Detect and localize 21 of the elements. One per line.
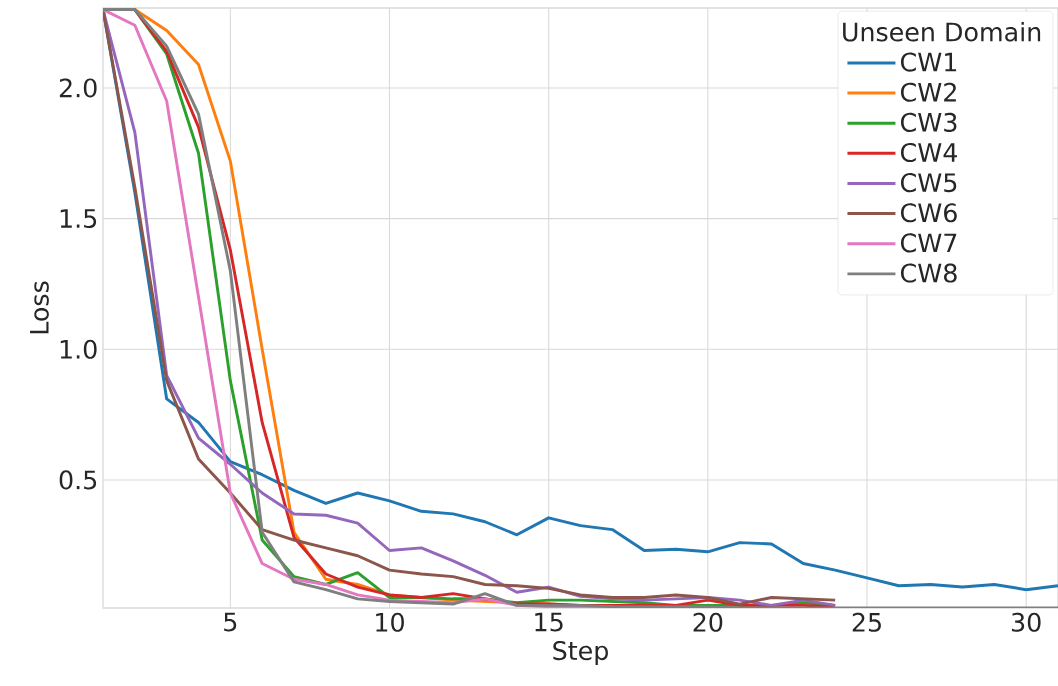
x-tick-label: 10: [376, 612, 404, 632]
x-tick-label: 20: [693, 612, 723, 632]
y-tick-label: 1.0: [60, 339, 97, 359]
legend-label: CW1: [900, 52, 957, 72]
legend-label: CW5: [900, 173, 957, 193]
x-tick-label: 15: [535, 612, 563, 632]
x-tick-label: 30: [1011, 612, 1041, 632]
legend-label: CW6: [900, 203, 957, 223]
legend-label: CW8: [900, 263, 957, 283]
x-tick-label: 5: [224, 612, 237, 632]
legend-label: CW2: [900, 82, 956, 102]
legend-label: CW7: [900, 233, 957, 253]
x-axis-title: Step: [553, 641, 608, 666]
y-axis-title: Loss: [30, 281, 49, 334]
legend-title: Unseen Domain: [843, 21, 1041, 42]
x-tick-label: 25: [852, 612, 881, 632]
y-tick-label: 2.0: [59, 78, 97, 98]
legend-label: CW4: [900, 142, 957, 163]
y-tick-label: 0.5: [59, 470, 97, 490]
legend-label: CW3: [900, 112, 957, 132]
y-tick-label: 1.5: [60, 209, 97, 229]
